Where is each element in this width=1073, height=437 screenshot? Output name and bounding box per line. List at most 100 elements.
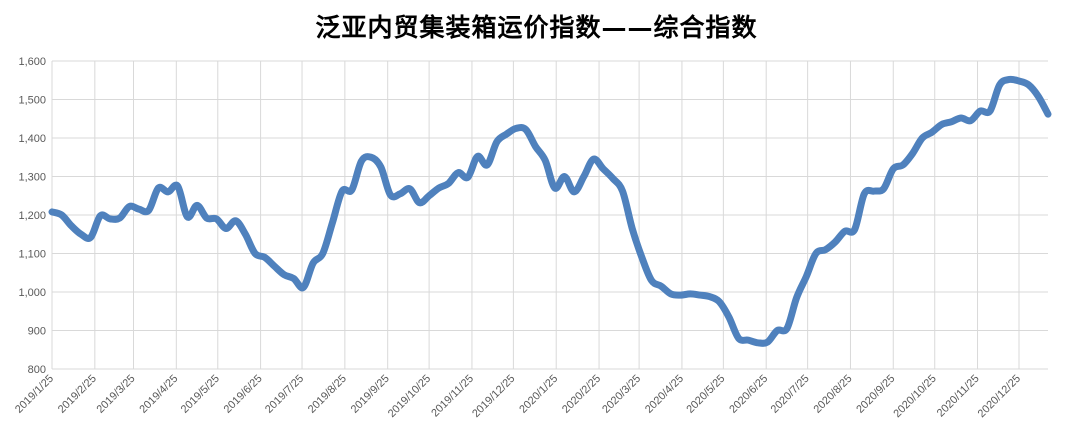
x-tick-label: 2019/7/25 [263, 373, 306, 416]
series-group [48, 75, 1052, 347]
data-point [79, 232, 83, 236]
y-tick-label: 900 [28, 326, 46, 338]
x-tick-label: 2019/4/25 [137, 373, 180, 416]
data-point [553, 186, 557, 190]
data-point [185, 215, 189, 219]
y-tick-label: 1,200 [18, 210, 46, 222]
y-tick-label: 800 [28, 364, 46, 376]
data-point [572, 190, 576, 194]
data-point [795, 296, 799, 300]
x-tick-label: 2020/5/25 [684, 373, 727, 416]
data-point [156, 186, 160, 190]
data-point [466, 175, 470, 179]
data-point [727, 315, 731, 319]
series-line [48, 75, 1052, 347]
data-point [205, 216, 209, 220]
data-point [949, 120, 953, 124]
data-point [427, 194, 431, 198]
data-point [243, 232, 247, 236]
data-point [872, 189, 876, 193]
y-tick-label: 1,600 [18, 56, 46, 68]
data-point [1027, 83, 1031, 87]
data-point [272, 264, 276, 268]
data-point [611, 176, 615, 180]
chart-title: 泛亚内贸集装箱运价指数——综合指数 [315, 13, 758, 42]
x-tick-label: 2020/7/25 [769, 373, 812, 416]
data-point [379, 165, 383, 169]
y-tick-label: 1,100 [18, 249, 46, 261]
data-point [301, 285, 305, 289]
data-point [234, 219, 238, 223]
x-tick-label: 2020/1/25 [517, 373, 560, 416]
data-point [630, 226, 634, 230]
data-point [214, 217, 218, 221]
x-tick-label: 2020/10/25 [891, 373, 938, 420]
data-point [688, 292, 692, 296]
data-point [785, 327, 789, 331]
data-point [398, 192, 402, 196]
data-point [698, 293, 702, 297]
data-point [108, 217, 112, 221]
data-point [446, 181, 450, 185]
x-tick-label: 2020/11/25 [935, 373, 982, 420]
x-tick-label: 2019/12/25 [470, 373, 517, 420]
x-tick-label: 2020/9/25 [854, 373, 897, 416]
data-point [514, 126, 518, 130]
data-point [563, 175, 567, 179]
x-tick-label: 2019/11/25 [429, 373, 476, 420]
data-point [485, 163, 489, 167]
data-point [969, 119, 973, 123]
y-tick-label: 1,400 [18, 133, 46, 145]
data-point [50, 210, 54, 214]
data-point [582, 175, 586, 179]
data-point [833, 240, 837, 244]
data-point [1046, 112, 1050, 116]
data-point [911, 151, 915, 155]
data-point [814, 252, 818, 256]
x-tick-label: 2019/2/25 [56, 373, 99, 416]
data-point [592, 157, 596, 161]
data-point [930, 130, 934, 134]
data-point [901, 163, 905, 167]
x-tick-label: 2020/8/25 [811, 373, 854, 416]
x-tick-label: 2019/3/25 [95, 373, 138, 416]
x-tick-label: 2019/9/25 [349, 373, 392, 416]
data-point [292, 277, 296, 281]
y-tick-label: 1,000 [18, 287, 46, 299]
x-tick-label: 2019/6/25 [222, 373, 265, 416]
data-point [417, 201, 421, 205]
data-point [804, 275, 808, 279]
data-point [176, 184, 180, 188]
data-point [853, 228, 857, 232]
data-point [369, 155, 373, 159]
data-point [321, 252, 325, 256]
data-point [534, 144, 538, 148]
data-point [253, 252, 257, 256]
data-point [824, 248, 828, 252]
data-point [621, 189, 625, 193]
data-point [891, 167, 895, 171]
data-point [89, 235, 93, 239]
data-point [998, 83, 1002, 87]
data-point [69, 224, 73, 228]
data-point [659, 284, 663, 288]
data-point [388, 193, 392, 197]
data-point [601, 167, 605, 171]
data-point [408, 187, 412, 191]
data-point [166, 190, 170, 194]
data-point [224, 226, 228, 230]
data-point [263, 255, 267, 259]
data-point [282, 273, 286, 277]
data-point [862, 192, 866, 196]
x-tick-label: 2019/1/25 [13, 373, 56, 416]
x-tick-label: 2020/2/25 [560, 373, 603, 416]
data-point [737, 336, 741, 340]
data-point [330, 221, 334, 225]
data-point [978, 109, 982, 113]
data-point [1007, 77, 1011, 81]
data-point [118, 216, 122, 220]
data-point [359, 159, 363, 163]
data-point [311, 261, 315, 265]
data-point [756, 341, 760, 345]
